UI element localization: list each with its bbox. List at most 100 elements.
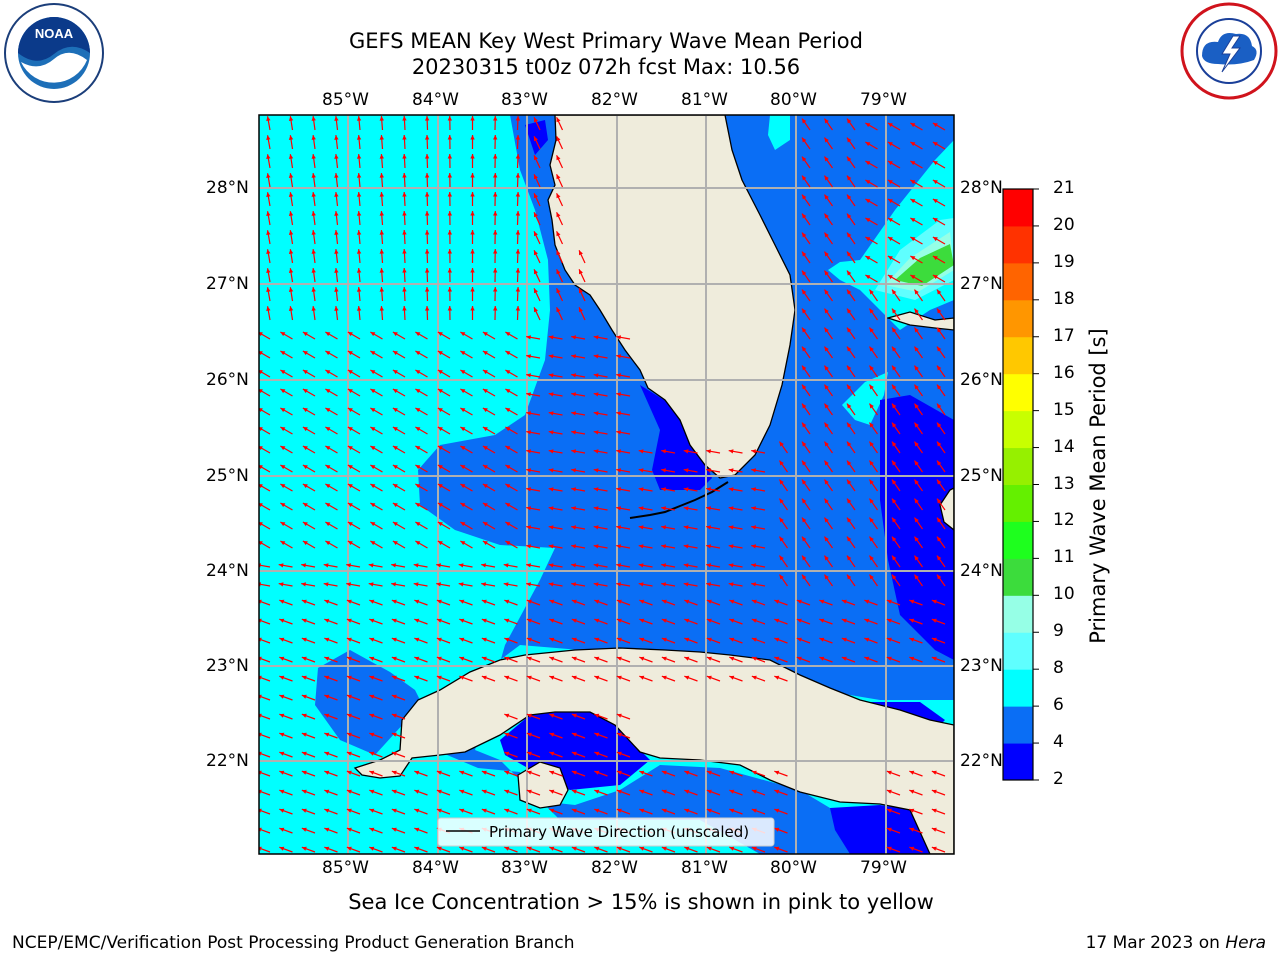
wave-direction-arrow bbox=[913, 441, 923, 454]
wave-direction-arrow bbox=[460, 483, 473, 492]
colorbar-tick-label: 15 bbox=[1053, 399, 1075, 420]
wave-direction-arrow bbox=[266, 268, 271, 283]
wave-direction-arrow bbox=[616, 468, 631, 473]
wave-direction-arrow bbox=[865, 141, 878, 150]
wave-direction-arrow bbox=[415, 540, 428, 549]
wave-direction-arrow bbox=[887, 160, 901, 169]
wave-direction-arrow bbox=[684, 808, 698, 815]
wave-direction-arrow bbox=[751, 468, 766, 473]
colorbar-tick-label: 16 bbox=[1053, 362, 1075, 383]
wave-direction-arrow bbox=[369, 694, 383, 701]
wave-direction-arrow bbox=[728, 468, 743, 473]
wave-direction-arrow bbox=[931, 770, 946, 777]
lon-label-bottom: 82°W bbox=[591, 858, 638, 878]
wave-direction-arrow bbox=[334, 249, 339, 264]
wave-direction-arrow bbox=[482, 350, 496, 359]
wave-direction-arrow bbox=[846, 403, 856, 416]
wave-direction-arrow bbox=[424, 286, 430, 302]
wave-direction-arrow bbox=[819, 618, 833, 625]
period-band-10-11 bbox=[895, 244, 954, 286]
lat-label-left: 22°N bbox=[206, 751, 249, 771]
wave-direction-arrow bbox=[280, 445, 293, 454]
wave-direction-arrow bbox=[910, 179, 923, 188]
wave-direction-arrow bbox=[325, 540, 338, 549]
wave-direction-arrow bbox=[846, 574, 856, 587]
wave-direction-arrow bbox=[346, 789, 361, 796]
wave-direction-arrow bbox=[909, 846, 923, 853]
wave-direction-arrow bbox=[751, 487, 766, 492]
wave-direction-arrow bbox=[301, 789, 316, 796]
wave-direction-arrow bbox=[774, 656, 788, 663]
wave-direction-arrow bbox=[526, 582, 541, 587]
wave-direction-arrow bbox=[414, 789, 428, 796]
wave-direction-arrow bbox=[683, 563, 698, 568]
wave-direction-arrow bbox=[549, 751, 563, 758]
wave-direction-arrow bbox=[910, 198, 923, 207]
wave-direction-arrow bbox=[616, 487, 631, 492]
wave-direction-arrow bbox=[324, 770, 338, 777]
wave-direction-arrow bbox=[823, 270, 833, 283]
wave-direction-arrow bbox=[865, 122, 878, 131]
wave-direction-arrow bbox=[505, 350, 518, 359]
wave-direction-arrow bbox=[639, 637, 653, 644]
wave-direction-arrow bbox=[415, 483, 428, 492]
wave-direction-arrow bbox=[706, 506, 721, 511]
wave-direction-arrow bbox=[887, 179, 901, 188]
wave-direction-arrow bbox=[266, 287, 271, 302]
wave-direction-arrow bbox=[571, 430, 586, 435]
wave-direction-arrow bbox=[868, 308, 878, 321]
wave-direction-arrow bbox=[280, 502, 293, 511]
wave-direction-arrow bbox=[347, 464, 361, 473]
wave-direction-arrow bbox=[447, 248, 453, 264]
wave-direction-arrow bbox=[936, 498, 946, 511]
wave-direction-arrow bbox=[515, 172, 521, 188]
lat-label-left: 26°N bbox=[206, 370, 249, 390]
wave-direction-arrow bbox=[334, 192, 339, 207]
wave-direction-arrow bbox=[391, 846, 406, 853]
wave-direction-arrow bbox=[593, 544, 608, 549]
wave-direction-arrow bbox=[437, 483, 451, 492]
wave-direction-arrow bbox=[571, 487, 586, 492]
wave-direction-arrow bbox=[504, 713, 518, 720]
wave-direction-arrow bbox=[868, 384, 878, 397]
wave-direction-arrow bbox=[868, 403, 878, 416]
wave-direction-arrow bbox=[259, 350, 271, 359]
wave-direction-arrow bbox=[460, 426, 473, 435]
wave-direction-arrow bbox=[482, 464, 496, 473]
wave-direction-arrow bbox=[526, 713, 541, 720]
wave-direction-arrow bbox=[325, 445, 338, 454]
wave-direction-arrow bbox=[868, 479, 878, 492]
wave-direction-arrow bbox=[424, 267, 430, 283]
wave-direction-arrow bbox=[482, 521, 496, 530]
wave-direction-arrow bbox=[279, 599, 293, 606]
wave-direction-arrow bbox=[729, 637, 743, 644]
wave-direction-arrow bbox=[347, 502, 361, 511]
wave-direction-arrow bbox=[594, 732, 608, 739]
period-band-6-8-bahamas bbox=[842, 372, 888, 425]
wave-direction-arrow bbox=[505, 464, 518, 473]
wave-direction-arrow bbox=[356, 116, 362, 131]
wave-direction-arrow bbox=[841, 637, 856, 644]
nws-logo bbox=[1180, 2, 1278, 100]
wave-direction-arrow bbox=[533, 307, 541, 321]
land-cuba bbox=[353, 647, 954, 854]
wave-direction-arrow bbox=[334, 116, 339, 131]
wave-direction-arrow bbox=[778, 517, 788, 530]
wave-direction-arrow bbox=[706, 468, 721, 473]
wave-direction-arrow bbox=[823, 137, 833, 150]
wave-direction-arrow bbox=[684, 599, 698, 606]
wave-direction-arrow bbox=[470, 267, 475, 283]
wave-direction-arrow bbox=[369, 732, 383, 739]
wave-direction-arrow bbox=[891, 403, 901, 416]
wave-direction-arrow bbox=[616, 656, 631, 663]
wave-direction-arrow bbox=[533, 117, 541, 131]
wave-direction-arrow bbox=[706, 449, 721, 454]
wave-direction-arrow bbox=[311, 154, 316, 169]
wave-direction-arrow bbox=[526, 599, 541, 606]
wave-direction-arrow bbox=[436, 789, 451, 796]
wave-direction-arrow bbox=[638, 506, 653, 511]
wave-direction-arrow bbox=[379, 191, 384, 207]
wave-direction-arrow bbox=[868, 327, 878, 340]
wave-direction-arrow bbox=[266, 135, 271, 150]
wave-direction-arrow bbox=[936, 574, 946, 587]
